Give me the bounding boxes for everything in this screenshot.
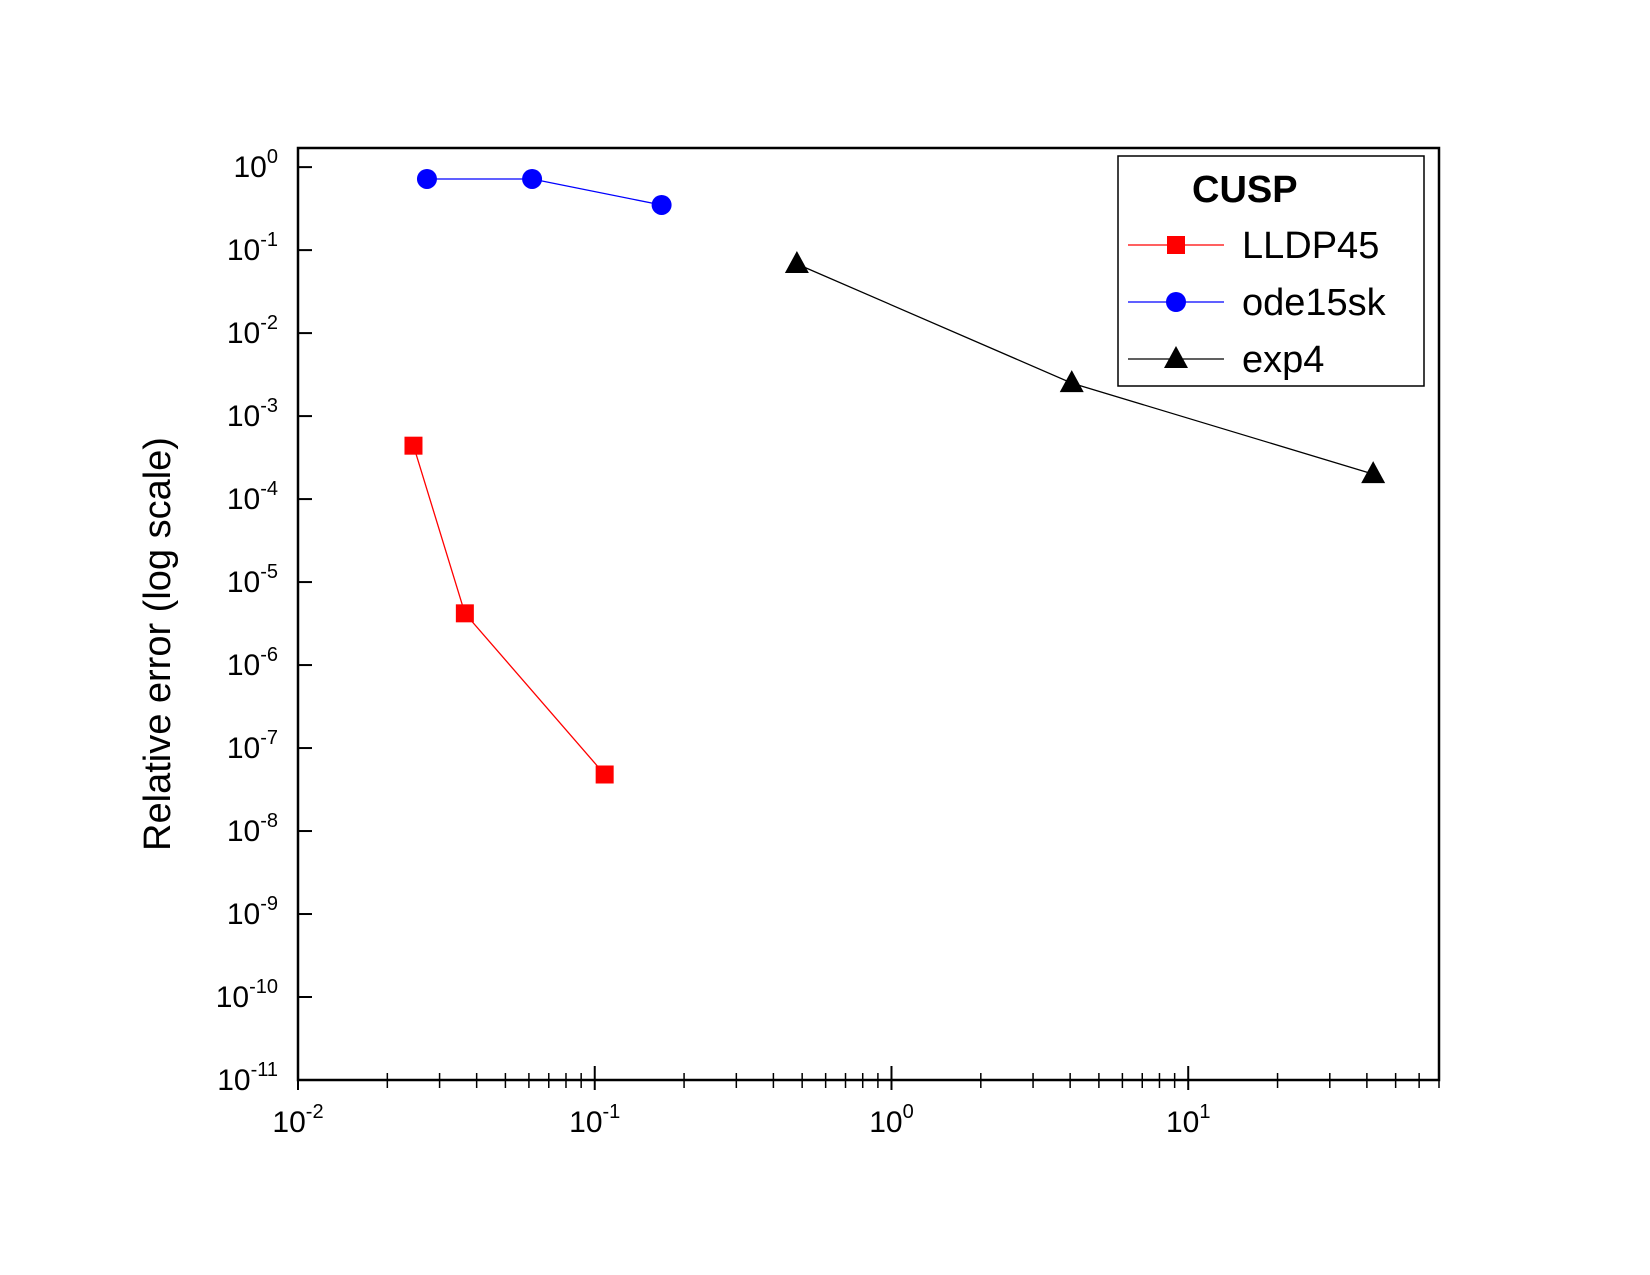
data-point-exp4 <box>1361 461 1386 484</box>
data-point-ode15sk <box>522 168 543 189</box>
y-tick-label: 10-9 <box>227 893 278 931</box>
legend-label-ode15sk: ode15sk <box>1242 282 1387 324</box>
y-axis: 100 10-1 10-2 10-3 10-4 10-5 10-6 10-7 10-8 10-9 1… <box>216 146 312 1097</box>
legend-marker-exp4 <box>1164 346 1188 368</box>
data-point-ode15sk <box>416 168 437 189</box>
y-tick-label: 10-5 <box>227 561 278 599</box>
y-tick-label: 10-11 <box>217 1059 278 1097</box>
legend-item-lldp45: LLDP45 <box>1128 225 1379 267</box>
legend-item-ode15sk: ode15sk <box>1128 282 1387 324</box>
y-tick-label: 10-4 <box>227 478 278 516</box>
y-tick-label: 10-8 <box>227 810 278 848</box>
legend-item-exp4: exp4 <box>1128 339 1324 381</box>
legend-items: LLDP45 ode15sk exp4 <box>1128 225 1387 381</box>
legend-label-lldp45: LLDP45 <box>1242 225 1379 267</box>
legend-label-exp4: exp4 <box>1242 339 1324 381</box>
x-tick-label: 100 <box>869 1101 914 1139</box>
plot-frame <box>296 146 1441 1082</box>
data-point-lldp45 <box>404 436 423 455</box>
y-tick-label: 100 <box>234 146 279 184</box>
series-exp4 <box>784 251 1386 484</box>
x-tick-label: 10-2 <box>272 1101 323 1139</box>
legend-marker-ode15sk <box>1166 292 1186 312</box>
y-tick-label: 10-1 <box>227 229 278 267</box>
data-point-lldp45 <box>595 765 614 784</box>
series-lldp45 <box>404 436 614 784</box>
series-line-ode15sk <box>427 178 662 206</box>
y-tick-label: 10-6 <box>227 644 278 682</box>
x-tick-label: 101 <box>1166 1101 1211 1139</box>
series-line-lldp45 <box>412 445 606 775</box>
y-tick-label: 10-7 <box>227 727 278 765</box>
legend: CUSP LLDP45 ode15sk exp4 <box>1117 155 1425 387</box>
x-axis: 10-2 10-1 100 101 <box>272 1066 1440 1139</box>
y-tick-label: 10-3 <box>227 395 278 433</box>
series-layer <box>404 168 1386 784</box>
legend-marker-lldp45 <box>1167 236 1185 254</box>
x-tick-label: 10-1 <box>569 1101 620 1139</box>
series-ode15sk <box>416 168 672 215</box>
legend-box <box>1117 155 1425 387</box>
data-point-lldp45 <box>455 604 474 623</box>
data-point-exp4 <box>784 251 809 274</box>
legend-title: CUSP <box>1192 169 1298 211</box>
data-point-ode15sk <box>651 194 672 215</box>
y-tick-label: 10-10 <box>216 976 278 1014</box>
y-tick-label: 10-2 <box>227 312 278 350</box>
data-point-exp4 <box>1059 370 1084 393</box>
y-axis-title: Relative error (log scale) <box>137 437 179 851</box>
